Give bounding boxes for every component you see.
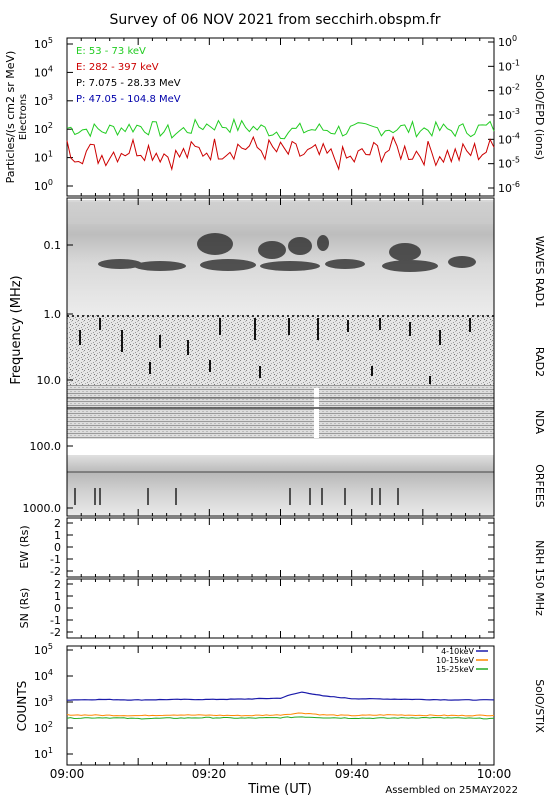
particles-right-tick-label: 10-1 xyxy=(498,58,520,73)
particles-left-tick-label: 105 xyxy=(34,36,53,51)
nrh-ew-tick-label: -2 xyxy=(50,565,61,578)
particles-left-tick-label: 103 xyxy=(34,93,53,108)
legend-entry-15-25kev: 15-25keV xyxy=(436,665,475,674)
instrument-label-stix: SolO/STIX xyxy=(533,679,546,733)
stix-tick-label: 104 xyxy=(34,668,53,683)
spectrogram-ylabel: Frequency (MHz) xyxy=(9,275,24,384)
legend-entry-protons-high: P: 47.05 - 104.8 MeV xyxy=(76,94,181,105)
series-line-10-15kev xyxy=(66,712,495,717)
particles-right-tick-label: 10-4 xyxy=(498,131,520,146)
particles-right-tick-label: 10-6 xyxy=(498,180,520,195)
nrh-ew-tick-label: 0 xyxy=(54,541,61,554)
legend-entry-10-15kev: 10-15keV xyxy=(436,656,475,665)
stix-tick-label: 101 xyxy=(34,746,53,761)
stix-tick-label: 105 xyxy=(34,642,53,657)
orfees-burst-marks xyxy=(74,488,399,505)
frequency-tick-label: 1.0 xyxy=(44,308,62,321)
nrh-sn-tick-label: 1 xyxy=(54,590,61,603)
time-tick-0940: 09:40 xyxy=(335,767,370,781)
series-line-15-25kev xyxy=(66,716,495,720)
nrh-sn-ylabel: SN (Rs) xyxy=(18,588,31,629)
frequency-tick-label: 100.0 xyxy=(30,440,62,453)
particles-right-tick-label: 100 xyxy=(498,34,517,49)
particles-frame xyxy=(66,37,495,197)
particles-left-tick-label: 104 xyxy=(34,64,53,79)
legend-entry-4-10kev: 4-10keV xyxy=(441,647,474,656)
particles-left-ticks: 105 104 103 102 101 100 xyxy=(34,36,73,193)
rad1-bright-band xyxy=(98,233,476,272)
series-line-4-10kev xyxy=(66,691,495,701)
nda-background xyxy=(67,385,494,439)
instrument-label-nrh: NRH 150 MHz xyxy=(533,540,546,616)
frequency-tick-label: 0.1 xyxy=(44,239,62,252)
legend-entry-electrons-high: E: 282 - 397 keV xyxy=(76,62,159,73)
instrument-label-rad2: RAD2 xyxy=(533,347,546,377)
particles-left-tick-label: 101 xyxy=(34,150,53,165)
nrh-sn-panel: 210-1-2 SN (Rs) xyxy=(18,578,495,639)
nrh-ew-ticks: 210-1-2 xyxy=(50,517,494,578)
particles-right-label: SolO/EPD (ions) xyxy=(533,74,546,160)
particles-right-tick-label: 10-2 xyxy=(498,83,520,98)
nrh-sn-tick-label: -2 xyxy=(50,626,61,639)
particles-right-tick-label: 10-3 xyxy=(498,107,520,122)
stix-frame xyxy=(66,645,495,766)
particles-right-tick-label: 10-5 xyxy=(498,156,520,171)
series-line-electrons-53-73 xyxy=(66,117,495,140)
rad1-top-haze xyxy=(67,202,494,224)
nrh-sn-tick-label: 2 xyxy=(54,578,61,591)
time-axis-ticks xyxy=(66,38,495,765)
instrument-label-orfees: ORFEES xyxy=(533,464,546,508)
particles-ylabel-species: Electrons xyxy=(18,94,29,140)
legend-entry-protons-low: P: 7.075 - 28.33 MeV xyxy=(76,78,181,89)
nrh-ew-frame xyxy=(66,517,495,578)
spectrogram-frequency-ticks: 0.1 1.0 10.0 100.0 1000.0 xyxy=(23,239,73,515)
stix-ticks: 105 104 103 102 101 xyxy=(34,642,73,761)
nrh-ew-panel: 210-1-2 EW (Rs) xyxy=(18,517,495,578)
nrh-sn-tick-label: 0 xyxy=(54,602,61,615)
nrh-sn-tick-label: -1 xyxy=(50,614,61,627)
particles-legend: E: 53 - 73 keV E: 282 - 397 keV P: 7.075… xyxy=(76,46,181,105)
nrh-ew-tick-label: 2 xyxy=(54,517,61,530)
time-axis-label: Time (UT) xyxy=(247,782,312,797)
stix-tick-label: 102 xyxy=(34,720,53,735)
rad2-burst-marks xyxy=(79,318,471,384)
time-tick-0920: 09:20 xyxy=(192,767,227,781)
figure-title: Survey of 06 NOV 2021 from secchirh.obsp… xyxy=(109,12,440,28)
nrh-ew-ylabel: EW (Rs) xyxy=(18,525,31,568)
nrh-ew-tick-label: -1 xyxy=(50,553,61,566)
assembly-footer: Assembled on 25MAY2022 xyxy=(385,785,518,796)
series-line-electrons-282-397 xyxy=(66,135,495,172)
frequency-tick-label: 1000.0 xyxy=(23,502,62,515)
legend-entry-electrons-low: E: 53 - 73 keV xyxy=(76,46,146,57)
nrh-sn-frame xyxy=(66,578,495,639)
stix-legend: 4-10keV 10-15keV 15-25keV xyxy=(436,647,488,674)
nrh-ew-tick-label: 1 xyxy=(54,529,61,542)
stix-panel: 105 104 103 102 101 4-10keV 10-15keV 15-25ke… xyxy=(15,642,546,766)
particles-right-ticks: 100 10-1 10-2 10-3 10-4 10-5 10-6 xyxy=(488,34,520,195)
frequency-tick-label: 10.0 xyxy=(37,374,62,387)
spectrogram-panel: 0.1 1.0 10.0 100.0 1000.0 Frequency (MHz) WA… xyxy=(9,197,546,517)
instrument-label-nda: NDA xyxy=(533,410,546,435)
spectrogram-gap xyxy=(67,439,494,455)
stix-tick-label: 103 xyxy=(34,694,53,709)
rad2-background xyxy=(67,315,494,385)
stix-ylabel: COUNTS xyxy=(15,681,29,732)
time-tick-0900: 09:00 xyxy=(50,767,85,781)
particles-left-tick-label: 100 xyxy=(34,178,53,193)
nda-data-gap xyxy=(314,388,319,438)
particles-ylabel: Particles/(s cm2 sr MeV) xyxy=(4,51,17,184)
time-tick-1000: 10:00 xyxy=(477,767,512,781)
particles-left-tick-label: 102 xyxy=(34,121,53,136)
instrument-label-waves-rad1: WAVES RAD1 xyxy=(533,236,546,308)
nrh-sn-ticks: 210-1-2 xyxy=(50,578,494,639)
orfees-background xyxy=(67,455,494,515)
